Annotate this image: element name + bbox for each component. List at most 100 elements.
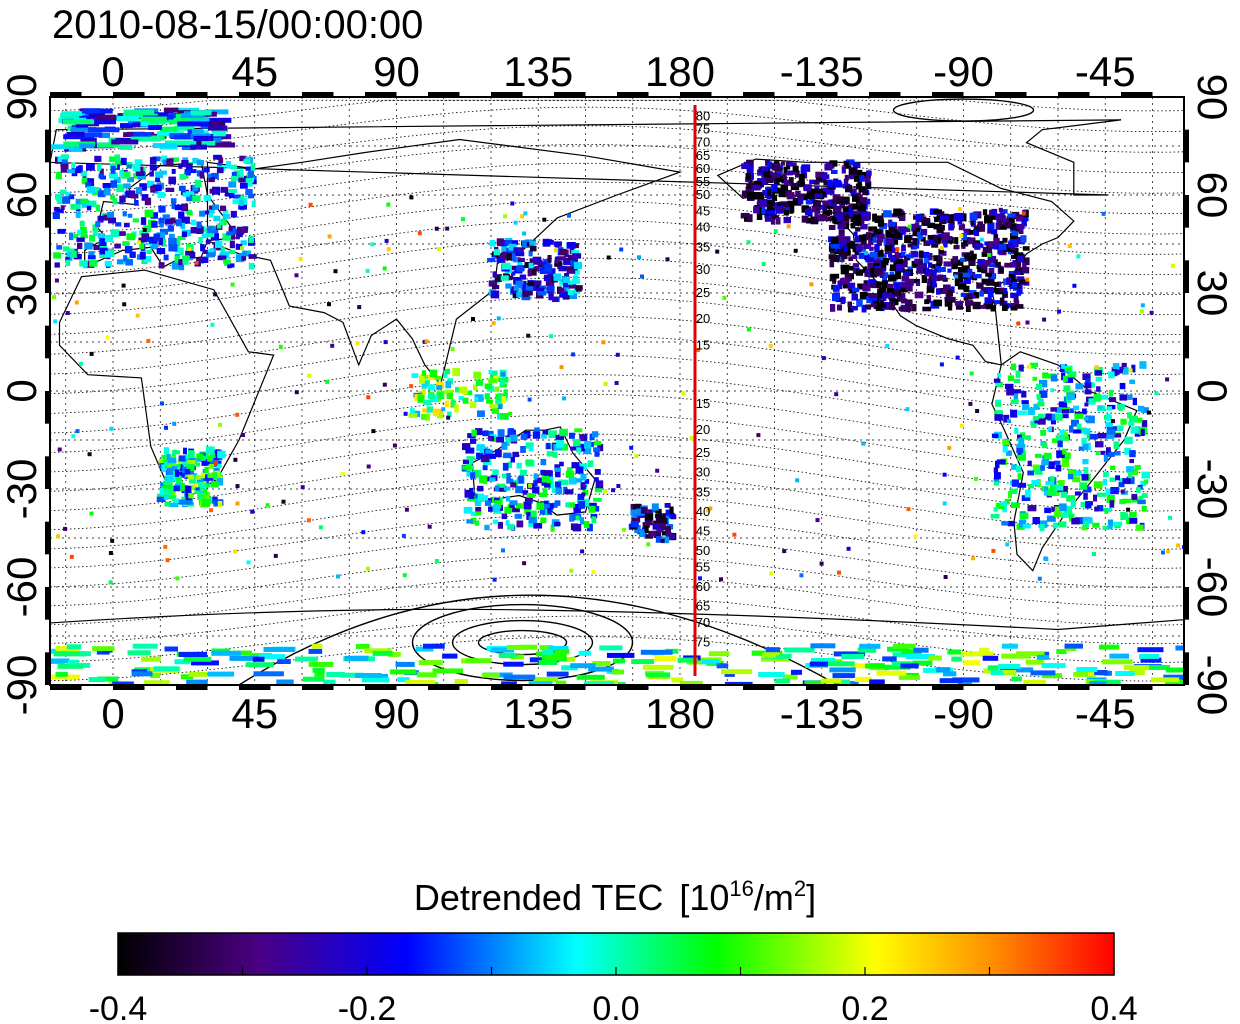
tec-point (388, 651, 401, 657)
tec-point (1058, 480, 1065, 486)
tec-point (581, 492, 586, 497)
tec-point (213, 472, 218, 479)
tec-point (466, 456, 475, 461)
tec-point (80, 170, 87, 177)
tec-point (1112, 363, 1120, 370)
tec-point (594, 469, 601, 475)
tec-point (848, 167, 858, 175)
tec-point (913, 647, 929, 653)
tec-point (549, 334, 553, 339)
tec-point (1129, 670, 1145, 675)
tec-point (1141, 420, 1148, 428)
tec-point (474, 498, 482, 507)
contour-arc (238, 594, 838, 685)
tec-point (1021, 266, 1030, 274)
tec-point (900, 663, 919, 669)
tec-point (1134, 417, 1143, 423)
tec-point (532, 431, 541, 439)
tec-point (452, 368, 460, 376)
tec-point (771, 163, 781, 171)
tec-point (769, 191, 775, 199)
tec-point (450, 399, 456, 408)
tec-point (842, 206, 849, 212)
colorbar-ticks: -0.4 -0.2 0.0 0.2 0.4 (89, 967, 1138, 1024)
tec-point (105, 250, 111, 258)
tec-point (1094, 370, 1102, 376)
tec-point (165, 187, 175, 192)
tec-point (239, 168, 244, 177)
tec-point (869, 679, 885, 685)
tec-point (508, 243, 517, 251)
tec-point (178, 163, 183, 169)
tec-point (771, 184, 778, 192)
tec-point (224, 192, 230, 197)
tec-point (504, 506, 512, 514)
tec-point (174, 247, 183, 253)
tec-point (477, 485, 484, 492)
tec-point (265, 503, 270, 508)
tec-point (302, 676, 325, 682)
tec-point (209, 508, 214, 513)
tec-point (632, 513, 638, 518)
tec-point (1050, 407, 1057, 412)
tec-point (732, 532, 737, 537)
tec-point (532, 257, 541, 262)
tec-point (987, 665, 999, 671)
tec-point (1098, 405, 1103, 410)
tec-point (542, 429, 549, 435)
tec-point (933, 209, 942, 214)
tec-point (146, 338, 151, 343)
tec-point (541, 261, 547, 270)
tec-point (295, 656, 318, 662)
tec-point (542, 488, 548, 495)
tec-point (191, 129, 204, 135)
tec-point (969, 371, 974, 376)
tec-point (436, 392, 444, 399)
tec-point (982, 209, 988, 216)
tec-point (1076, 667, 1098, 672)
colorbar: Detrended TEC [1016/m2] -0.4 -0.2 0.0 0.2 0.4 (89, 876, 1138, 1024)
tec-point (612, 669, 624, 675)
tec-point (206, 252, 215, 258)
tec-point (764, 650, 780, 656)
tec-point (1000, 501, 1008, 507)
tec-point (508, 411, 513, 416)
tec-point (606, 652, 635, 658)
tec-point (603, 489, 608, 494)
tec-point (987, 228, 993, 234)
tec-point (546, 671, 569, 677)
tec-point (382, 266, 387, 271)
tec-point (1064, 432, 1069, 437)
tec-point (1002, 445, 1008, 453)
tec-point (104, 260, 112, 267)
tec-point (741, 190, 751, 198)
frame-band (1058, 685, 1090, 690)
tec-point (506, 473, 511, 481)
tec-point (555, 481, 562, 488)
tec-point (1089, 681, 1107, 685)
tec-point (809, 282, 814, 287)
tec-point (1129, 459, 1134, 464)
tec-point (533, 677, 559, 683)
tec-point (1021, 495, 1031, 501)
tec-point (854, 175, 860, 182)
tec-point (344, 655, 369, 661)
tec-point (142, 228, 147, 232)
tec-point (528, 681, 553, 685)
tec-point (960, 292, 969, 297)
frame-band (239, 685, 271, 690)
tec-point (977, 304, 986, 309)
tec-point (1076, 423, 1082, 429)
lon-tick-label: 180 (645, 48, 715, 95)
tec-point (1064, 377, 1074, 383)
tec-point (961, 265, 970, 273)
colorbar-tick-label: 0.4 (1090, 990, 1137, 1024)
tec-point (70, 127, 97, 132)
tec-point (1140, 657, 1162, 663)
tec-point (865, 663, 885, 669)
tec-point (204, 466, 209, 473)
tec-point (996, 402, 1001, 407)
tec-point (505, 437, 511, 443)
tec-point (768, 343, 773, 348)
tec-point (996, 372, 1001, 378)
